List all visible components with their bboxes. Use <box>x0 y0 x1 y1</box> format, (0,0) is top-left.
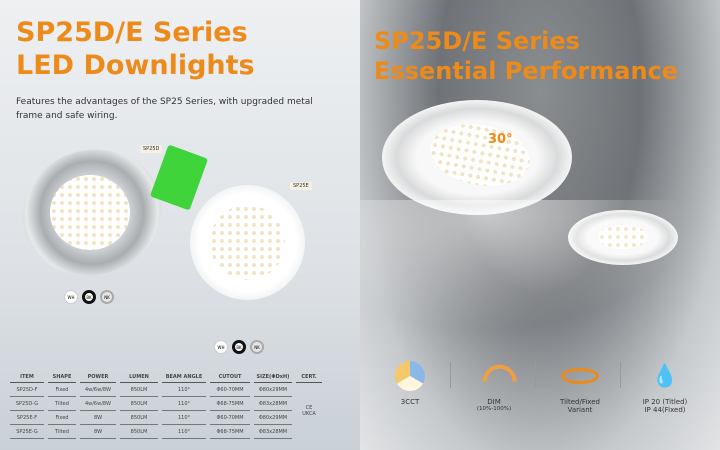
cert: UKCA <box>302 411 316 417</box>
water-drop-icon: 💧 <box>651 363 679 389</box>
cell: Φ60-70MM <box>210 383 250 397</box>
cell: Φ80x29MM <box>254 383 292 397</box>
cell: 4w/6w/8W <box>80 397 116 411</box>
cell: Fixed <box>48 411 76 425</box>
feature-label: IP 20 (Titled) <box>642 398 688 406</box>
feature-label: 3CCT <box>400 398 420 406</box>
feature-ip: 💧 IP 20 (Titled) IP 44(Fixed) <box>625 360 705 415</box>
swatch-bk: BK <box>232 340 246 354</box>
cell: Tilted <box>48 397 76 411</box>
feature-note: (10%-100%) <box>476 406 512 412</box>
cct-icon <box>370 360 450 392</box>
cell: 110° <box>162 383 206 397</box>
cell: SP25D-G <box>10 397 44 411</box>
divider <box>620 362 621 388</box>
cell: 850LM <box>120 425 158 439</box>
cell: 110° <box>162 425 206 439</box>
performance-title: SP25D/E Series Essential Performance <box>374 26 678 86</box>
table-row: SP25D-G Tilted 4w/6w/8W 850LM 110° Φ68-75MM Φ8… <box>10 397 322 411</box>
cell: 4w/6w/8W <box>80 383 116 397</box>
product-tag: SP25D <box>140 145 163 153</box>
title-line: LED Downlights <box>16 50 255 81</box>
cell: Fixed <box>48 383 76 397</box>
swatch-bk: BK <box>82 290 96 304</box>
table-header: ITEM SHAPE POWER LUMEN BEAM ANGLE CUTOUT… <box>10 372 322 383</box>
product-title: SP25D/E Series LED Downlights <box>16 16 255 82</box>
table-row: SP25D-F Fixed 4w/6w/8W 850LM 110° Φ60-70MM Φ80… <box>10 383 322 417</box>
left-panel: SP25D/E Series LED Downlights Features th… <box>0 0 360 450</box>
feature-note: IP 44(Fixed) <box>644 406 686 414</box>
cell: 850LM <box>120 383 158 397</box>
cell: 850LM <box>120 397 158 411</box>
cell: Φ60-70MM <box>210 411 250 425</box>
light-beam <box>360 200 720 350</box>
table-row: SP25E-G Tilted 8W 850LM 110° Φ68-75MM Φ83x28MM <box>10 425 322 439</box>
divider <box>535 362 536 388</box>
title-line: SP25D/E Series <box>374 27 580 55</box>
cell: Φ80x29MM <box>254 411 292 425</box>
col-header: SHAPE <box>48 372 76 383</box>
product-description: Features the advantages of the SP25 Seri… <box>16 97 313 121</box>
col-header: LUMEN <box>120 372 158 383</box>
col-header: POWER <box>80 372 116 383</box>
cell: Φ68-75MM <box>210 397 250 411</box>
cell: 110° <box>162 397 206 411</box>
cell: SP25D-F <box>10 383 44 397</box>
feature-note: Variant <box>567 406 593 414</box>
cell: Φ83x28MM <box>254 425 292 439</box>
product-tag: SP25E <box>290 182 312 190</box>
swatch-wh: WH <box>214 340 228 354</box>
rotate-icon <box>540 360 620 392</box>
swatch-nk: NK <box>250 340 264 354</box>
col-header: CUTOUT <box>210 372 250 383</box>
right-panel: SP25D/E Series Essential Performance 30° … <box>360 0 720 450</box>
col-header: CERT. <box>296 372 322 383</box>
cell: 8W <box>80 425 116 439</box>
title-line: Essential Performance <box>374 57 679 85</box>
title-line: SP25D/E Series <box>16 17 248 48</box>
feature-3cct: 3CCT <box>370 360 450 406</box>
cell: Φ68-75MM <box>210 425 250 439</box>
cell: 8W <box>80 411 116 425</box>
divider <box>450 362 451 388</box>
tilt-angle-label: 30° <box>488 132 513 147</box>
swatch-nk: NK <box>100 290 114 304</box>
feature-dim: DIM (10%-100%) <box>454 357 534 412</box>
led-array <box>210 205 285 280</box>
feature-label: Tilted/Fixed <box>560 398 600 406</box>
feature-variant: Tilted/Fixed Variant <box>540 360 620 414</box>
cert-cell: CE UKCA <box>296 383 322 439</box>
cell: SP25E-G <box>10 425 44 439</box>
cell: Φ83x28MM <box>254 397 292 411</box>
feature-label: DIM <box>487 398 501 406</box>
dimmer-icon <box>454 357 534 406</box>
swatch-wh: WH <box>64 290 78 304</box>
spec-table: ITEM SHAPE POWER LUMEN BEAM ANGLE CUTOUT… <box>6 372 326 439</box>
col-header: SIZE(ΦDxH) <box>254 372 292 383</box>
cell: 850LM <box>120 411 158 425</box>
col-header: ITEM <box>10 372 44 383</box>
cell: Tilted <box>48 425 76 439</box>
cert: CE <box>305 405 313 411</box>
cell: 110° <box>162 411 206 425</box>
col-header: BEAM ANGLE <box>162 372 206 383</box>
cell: SP25E-F <box>10 411 44 425</box>
table-row: SP25E-F Fixed 8W 850LM 110° Φ60-70MM Φ80x29MM <box>10 411 322 425</box>
led-array <box>50 175 130 250</box>
